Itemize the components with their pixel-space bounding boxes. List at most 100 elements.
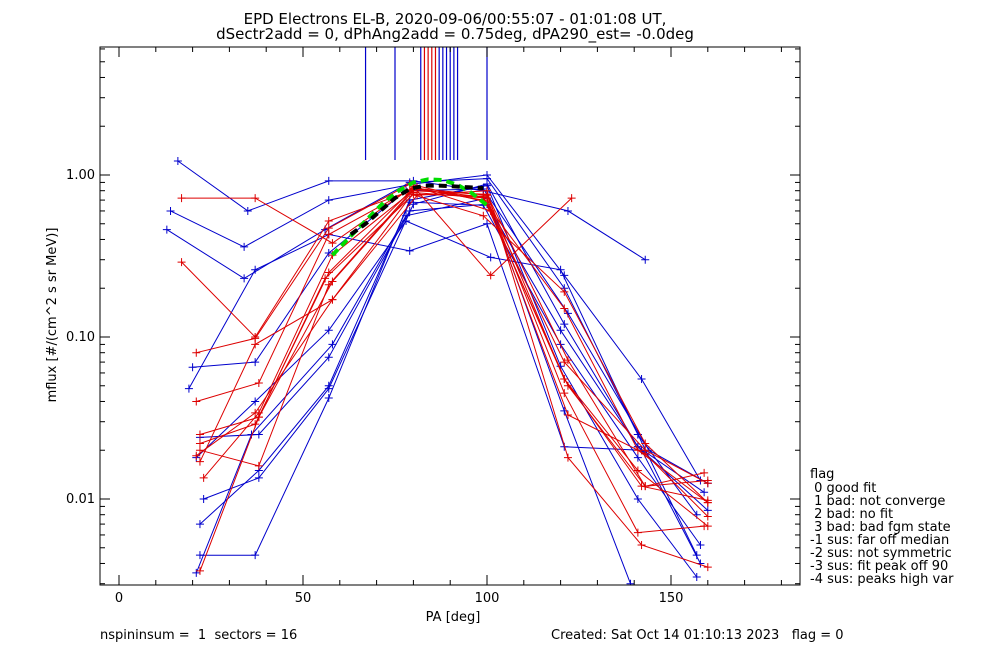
data-point	[251, 340, 260, 349]
data-point	[405, 246, 414, 255]
data-point	[413, 191, 422, 200]
data-point	[700, 488, 709, 497]
data-point	[479, 192, 488, 201]
data-point	[324, 249, 333, 258]
chart-title-line2: dSectr2add = 0, dPhAng2add = 0.75deg, dP…	[216, 25, 694, 44]
legend-item: -4 sus: peaks high var	[810, 572, 954, 587]
data-point	[563, 206, 572, 215]
data-point	[254, 408, 263, 417]
data-point	[563, 356, 572, 365]
data-point	[486, 271, 495, 280]
data-point	[324, 230, 333, 239]
x-tick-label: 100	[475, 591, 500, 606]
data-point	[195, 551, 204, 560]
data-point	[199, 495, 208, 503]
legend-item: -3 sus: fit peak off 90	[810, 559, 949, 574]
series-line	[199, 190, 705, 487]
series-line	[200, 185, 698, 578]
data-point	[192, 397, 201, 406]
data-point	[692, 573, 701, 582]
series-line	[199, 203, 709, 511]
series-9	[195, 181, 701, 582]
data-point	[483, 219, 491, 228]
data-point	[195, 430, 204, 439]
legend-item: -2 sus: not symmetric	[810, 546, 952, 561]
data-point	[195, 520, 204, 529]
data-point	[324, 394, 333, 403]
series-line	[170, 174, 701, 481]
data-point	[173, 157, 182, 166]
data-point	[567, 194, 576, 203]
data-point	[328, 277, 337, 286]
data-point	[696, 541, 705, 550]
data-point	[633, 495, 642, 503]
data-point	[321, 274, 330, 283]
data-point	[195, 439, 204, 448]
series-line	[199, 190, 708, 568]
data-point	[641, 255, 650, 264]
data-point	[243, 206, 252, 215]
data-point	[324, 353, 333, 362]
data-point	[324, 217, 333, 226]
data-point	[192, 348, 201, 357]
x-tick-label: 50	[295, 591, 312, 606]
data-point	[637, 482, 646, 491]
data-point	[251, 358, 260, 367]
data-point	[405, 206, 414, 215]
series-13	[177, 188, 712, 507]
series-8	[195, 198, 705, 550]
data-point	[556, 265, 565, 274]
data-point	[483, 186, 491, 195]
y-tick-label: 0.10	[66, 330, 95, 345]
data-point	[692, 551, 701, 560]
data-point	[251, 265, 260, 274]
footer-created-info: Created: Sat Oct 14 01:10:13 2023 flag =…	[551, 628, 844, 643]
data-point	[251, 194, 260, 203]
data-point	[563, 411, 572, 420]
data-point	[328, 295, 337, 304]
data-point	[560, 389, 569, 398]
data-point	[633, 528, 642, 537]
data-point	[188, 363, 197, 372]
data-point	[479, 211, 488, 220]
data-point	[162, 225, 171, 234]
data-point	[703, 476, 712, 485]
data-point	[328, 340, 337, 349]
data-point	[324, 176, 333, 185]
y-tick-label: 0.01	[66, 492, 95, 507]
data-point	[177, 194, 186, 203]
y-axis-label: mflux [#/(cm^2 s sr MeV)]	[45, 228, 60, 403]
data-point	[563, 381, 572, 390]
data-point	[556, 326, 565, 335]
flag-legend: 0 good fit 1 bad: not converge 2 bad: no…	[810, 482, 954, 586]
data-point	[184, 384, 193, 393]
series-3	[162, 174, 701, 519]
data-point	[195, 566, 204, 575]
data-point	[328, 239, 337, 248]
data-point	[486, 253, 495, 262]
series-20	[195, 186, 712, 572]
data-point	[251, 551, 260, 560]
data-point	[633, 453, 642, 462]
series-10	[192, 194, 635, 585]
data-point	[409, 200, 418, 209]
axes-layer: 0 50 100 150 0.01 0.10 1.00	[66, 47, 800, 606]
series-22	[199, 183, 712, 521]
series-line	[199, 187, 709, 527]
legend-item: 1 bad: not converge	[810, 494, 946, 509]
data-point	[324, 196, 333, 205]
series-layer	[162, 157, 712, 585]
vertical-markers-layer	[364, 47, 488, 160]
data-point	[324, 326, 333, 335]
data-point	[483, 179, 491, 188]
series-line	[203, 186, 709, 517]
data-point	[166, 206, 175, 215]
data-point	[195, 457, 204, 466]
data-point	[324, 384, 333, 393]
x-axis-label: PA [deg]	[426, 610, 481, 625]
series-16	[195, 186, 709, 491]
legend-item: 0 good fit	[810, 481, 877, 496]
series-line	[192, 188, 709, 484]
data-point	[240, 242, 249, 251]
